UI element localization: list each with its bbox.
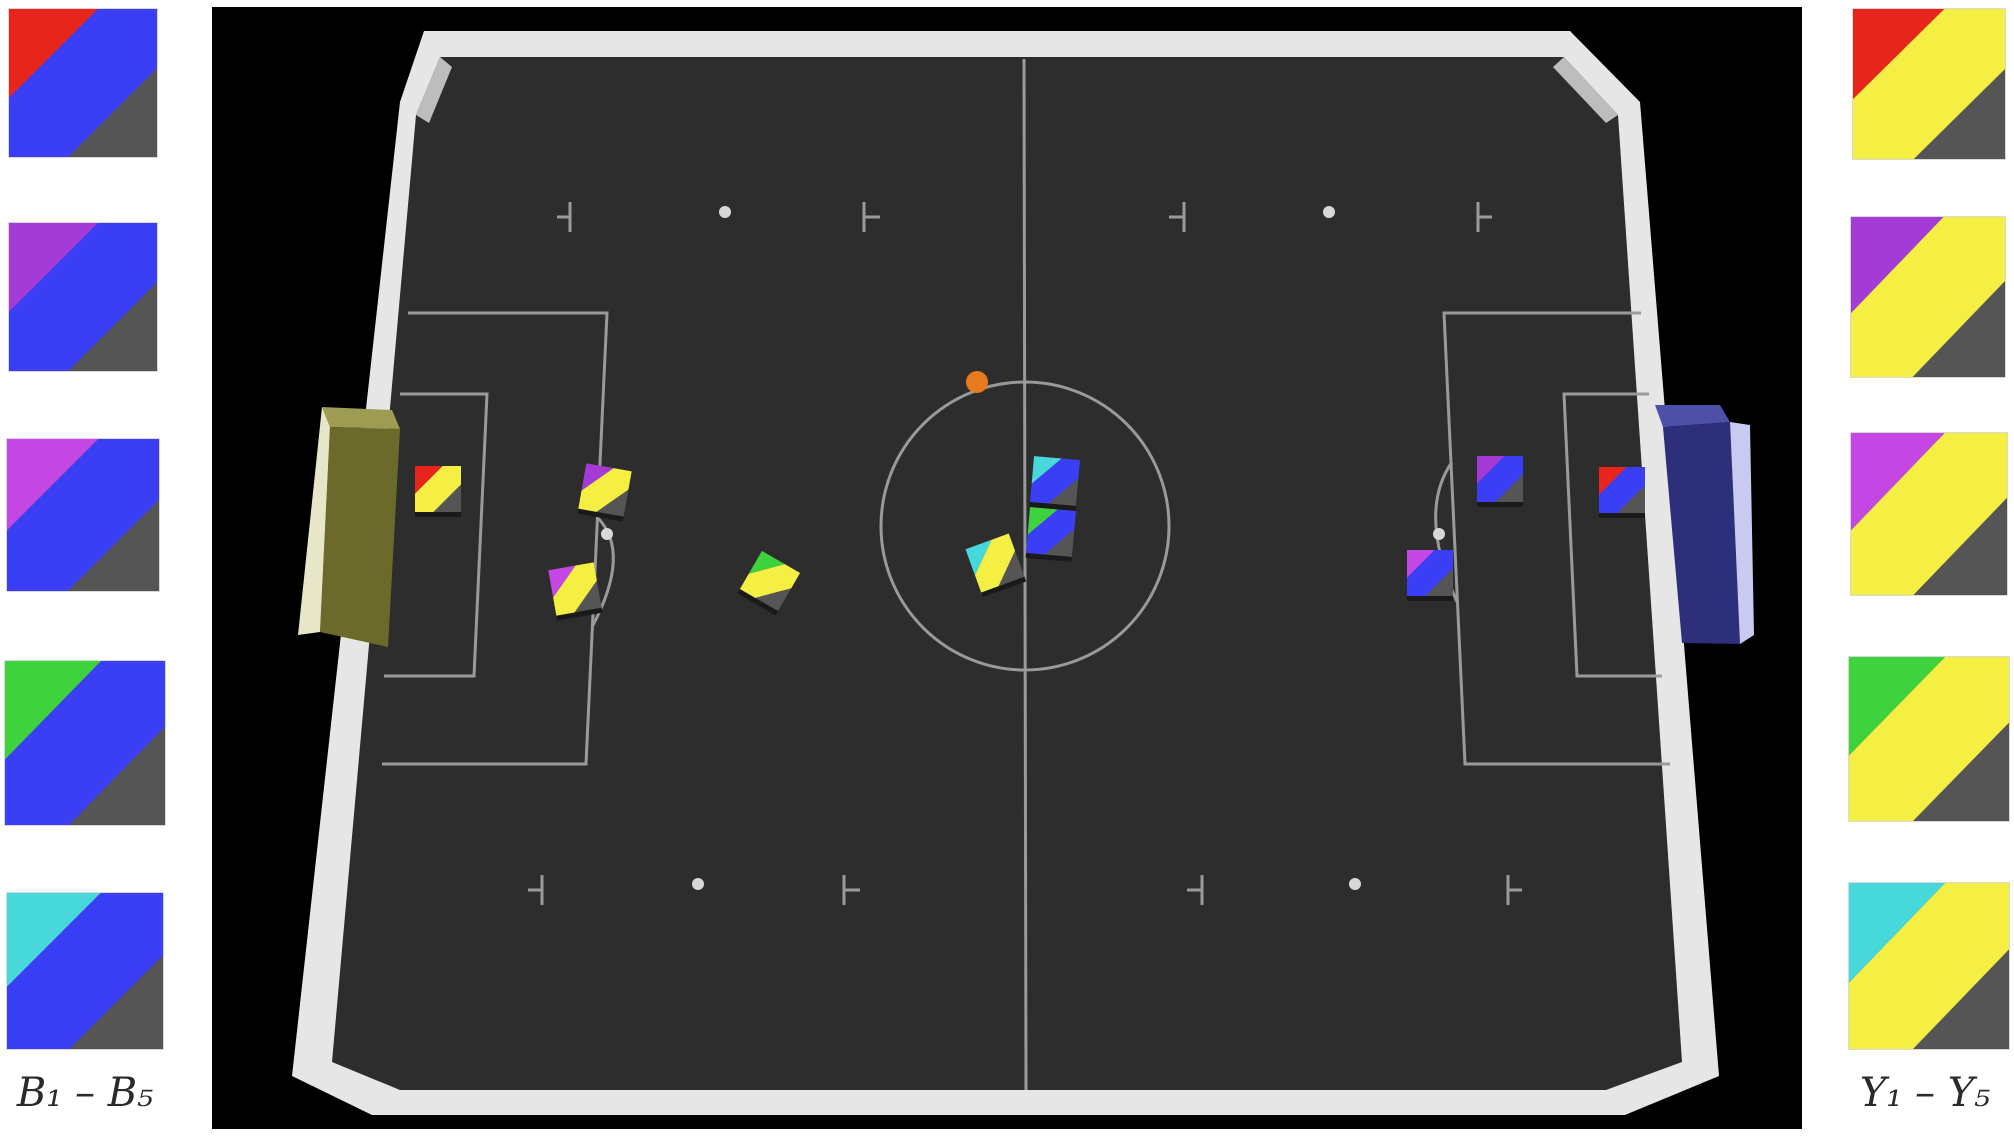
robot-b3 bbox=[1407, 550, 1453, 601]
blue-team-caption: B₁ – B₅ bbox=[16, 1070, 154, 1116]
free-kick-mark bbox=[862, 202, 880, 232]
robot-marker-b1 bbox=[8, 8, 158, 158]
right-penalty-area bbox=[1442, 311, 1670, 766]
robot-marker-b4 bbox=[4, 660, 166, 826]
penalty-spot-left bbox=[601, 528, 613, 540]
field-spot bbox=[1349, 878, 1361, 890]
robot-marker-y3 bbox=[1850, 432, 2008, 596]
robot-b5 bbox=[1029, 456, 1080, 511]
robot-marker-y4-pattern bbox=[1849, 657, 2009, 821]
ball bbox=[966, 371, 988, 393]
yellow-team-caption: Y₁ – Y₅ bbox=[1859, 1070, 1991, 1116]
yellow-team-legend: Y₁ – Y₅ bbox=[1840, 0, 2010, 1136]
robot-y3 bbox=[548, 562, 603, 621]
field-wall-inner-edge bbox=[416, 57, 452, 123]
robots-layer bbox=[415, 456, 1645, 621]
field-markings bbox=[382, 58, 1670, 1091]
robot-marker-y3-pattern bbox=[1851, 433, 2007, 595]
robot-marker-b4-pattern bbox=[5, 661, 165, 825]
robot-marker-y1-pattern bbox=[1853, 9, 2005, 159]
free-kick-mark bbox=[842, 875, 860, 905]
robot-marker-b2-pattern bbox=[9, 223, 157, 371]
robot-b4 bbox=[1025, 507, 1076, 562]
free-kick-mark bbox=[1169, 202, 1186, 232]
robot-marker-b5 bbox=[6, 892, 164, 1050]
robot-marker-b3 bbox=[6, 438, 160, 592]
robot-marker-y5 bbox=[1848, 882, 2010, 1050]
soccer-field-svg bbox=[292, 31, 1754, 1115]
robot-marker-y2 bbox=[1850, 216, 2006, 378]
robot-y4 bbox=[737, 550, 801, 616]
free-kick-mark bbox=[1476, 202, 1492, 232]
robot-b2 bbox=[1477, 456, 1523, 507]
robot-b1 bbox=[1599, 467, 1645, 518]
robot-marker-b2 bbox=[8, 222, 158, 372]
free-kick-mark bbox=[1506, 875, 1522, 905]
soccer-field-render bbox=[212, 7, 1802, 1129]
field-spot bbox=[1323, 206, 1335, 218]
free-kick-mark bbox=[528, 875, 544, 905]
center-circle bbox=[879, 380, 1171, 672]
left-goal-area bbox=[384, 392, 489, 678]
robot-marker-b5-pattern bbox=[7, 893, 163, 1049]
free-kick-mark bbox=[557, 202, 572, 232]
field-spot bbox=[692, 878, 704, 890]
right-goal-area bbox=[1562, 392, 1662, 678]
robot-marker-y1 bbox=[1852, 8, 2006, 160]
field-spots bbox=[601, 206, 1445, 890]
penalty-spot-right bbox=[1433, 528, 1445, 540]
robot-y2 bbox=[577, 463, 632, 522]
robot-marker-y2-pattern bbox=[1851, 217, 2005, 377]
left-goal bbox=[298, 407, 400, 647]
robot-marker-b3-pattern bbox=[7, 439, 159, 591]
field-spot bbox=[719, 206, 731, 218]
free-kick-mark bbox=[1187, 875, 1204, 905]
robot-marker-b1-pattern bbox=[9, 9, 157, 157]
robot-marker-y4 bbox=[1848, 656, 2010, 822]
left-penalty-area bbox=[382, 311, 609, 766]
right-goal bbox=[1655, 405, 1754, 644]
halfway-line bbox=[1022, 58, 1028, 1091]
robot-y5 bbox=[965, 533, 1027, 598]
robot-y1 bbox=[415, 466, 461, 517]
blue-team-legend: B₁ – B₅ bbox=[0, 0, 170, 1136]
field-wall-inner-edge-right bbox=[1553, 57, 1618, 123]
robot-marker-y5-pattern bbox=[1849, 883, 2009, 1049]
